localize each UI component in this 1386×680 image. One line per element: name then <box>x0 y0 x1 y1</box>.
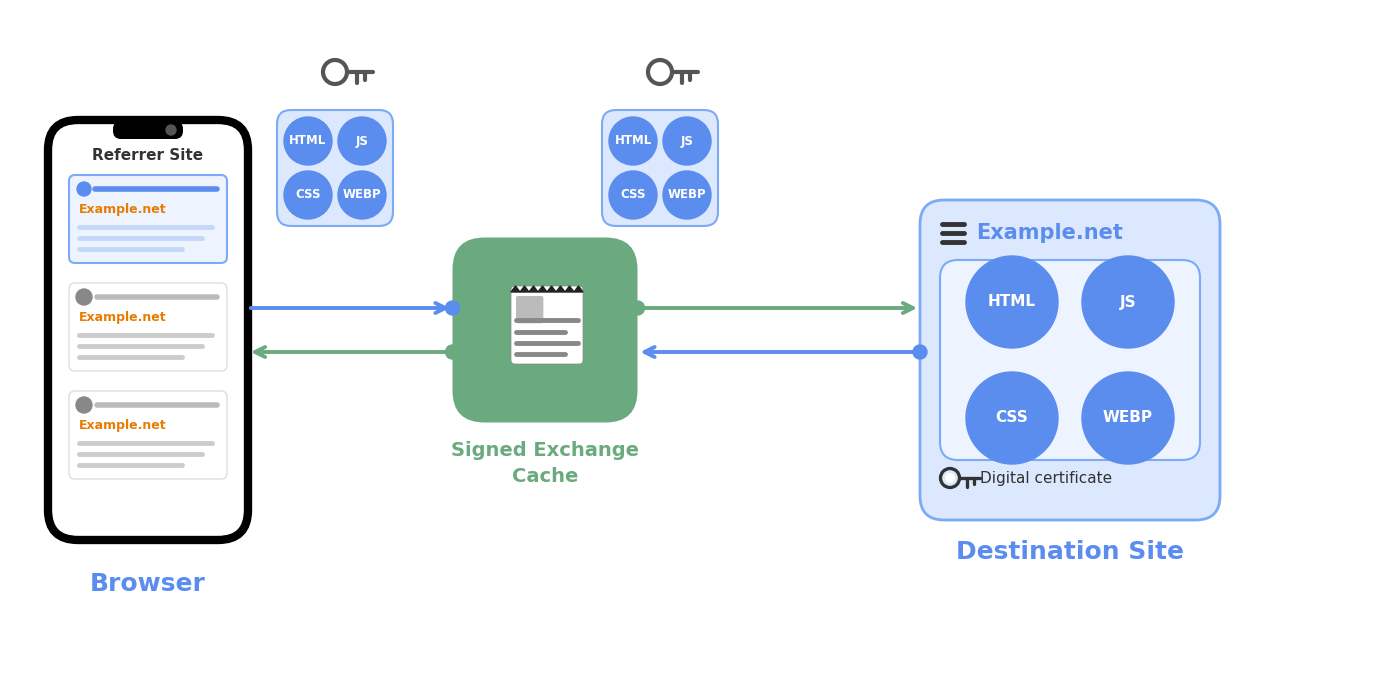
FancyBboxPatch shape <box>69 283 227 371</box>
Circle shape <box>913 345 927 359</box>
Text: HTML: HTML <box>614 135 651 148</box>
Text: CSS: CSS <box>995 411 1028 426</box>
Circle shape <box>608 117 657 165</box>
Circle shape <box>1082 256 1174 348</box>
Circle shape <box>284 171 333 219</box>
Circle shape <box>338 171 385 219</box>
Text: Browser: Browser <box>90 572 207 596</box>
Circle shape <box>631 301 644 315</box>
Text: Example.net: Example.net <box>976 223 1123 243</box>
Circle shape <box>445 301 460 315</box>
FancyBboxPatch shape <box>940 260 1200 460</box>
Circle shape <box>663 171 711 219</box>
Circle shape <box>76 397 91 413</box>
Circle shape <box>608 171 657 219</box>
Polygon shape <box>520 286 529 292</box>
FancyBboxPatch shape <box>920 200 1220 520</box>
Circle shape <box>1082 372 1174 464</box>
Text: JS: JS <box>356 135 369 148</box>
FancyBboxPatch shape <box>49 120 248 540</box>
Circle shape <box>78 182 91 196</box>
Text: HTML: HTML <box>988 294 1035 309</box>
FancyBboxPatch shape <box>69 175 227 263</box>
FancyBboxPatch shape <box>511 286 584 364</box>
Text: WEBP: WEBP <box>1103 411 1153 426</box>
Text: Example.net: Example.net <box>79 203 166 216</box>
Text: Example.net: Example.net <box>79 420 166 432</box>
FancyBboxPatch shape <box>452 237 638 422</box>
Text: WEBP: WEBP <box>668 188 707 201</box>
Circle shape <box>284 117 333 165</box>
Text: Signed Exchange
Cache: Signed Exchange Cache <box>450 441 639 486</box>
Circle shape <box>966 372 1058 464</box>
Polygon shape <box>529 286 538 292</box>
Text: Digital certificate: Digital certificate <box>980 471 1112 486</box>
Text: JS: JS <box>681 135 693 148</box>
FancyBboxPatch shape <box>69 391 227 479</box>
FancyBboxPatch shape <box>602 110 718 226</box>
Text: Example.net: Example.net <box>79 311 166 324</box>
Text: Destination Site: Destination Site <box>956 540 1184 564</box>
Circle shape <box>966 256 1058 348</box>
Circle shape <box>330 67 341 78</box>
FancyBboxPatch shape <box>516 296 543 323</box>
Circle shape <box>166 125 176 135</box>
Circle shape <box>945 474 955 482</box>
Polygon shape <box>547 286 556 292</box>
Text: CSS: CSS <box>621 188 646 201</box>
FancyBboxPatch shape <box>277 110 394 226</box>
Polygon shape <box>574 286 584 292</box>
Circle shape <box>338 117 385 165</box>
Text: Referrer Site: Referrer Site <box>93 148 204 163</box>
Circle shape <box>76 289 91 305</box>
FancyBboxPatch shape <box>114 121 183 139</box>
Text: JS: JS <box>1120 294 1137 309</box>
Polygon shape <box>538 286 547 292</box>
Polygon shape <box>556 286 565 292</box>
Text: WEBP: WEBP <box>342 188 381 201</box>
Circle shape <box>445 345 460 359</box>
Text: CSS: CSS <box>295 188 320 201</box>
Polygon shape <box>511 286 520 292</box>
Text: HTML: HTML <box>290 135 327 148</box>
Polygon shape <box>565 286 574 292</box>
Circle shape <box>663 117 711 165</box>
Circle shape <box>654 67 665 78</box>
